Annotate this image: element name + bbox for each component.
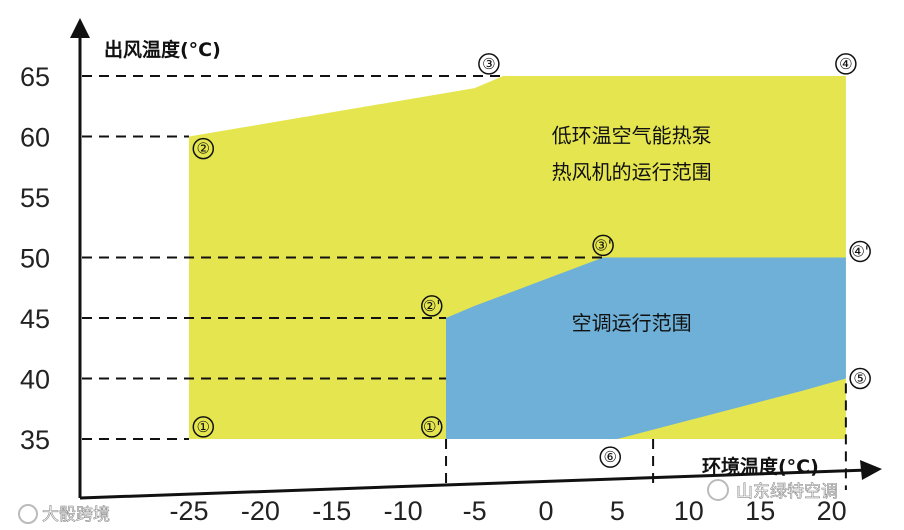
regions-layer	[189, 76, 846, 439]
marker-circle	[192, 416, 215, 438]
y-axis-label: 出风温度(°C)	[104, 38, 221, 61]
x-axis-arrow-icon	[860, 460, 882, 480]
x-tick-label: -25	[169, 496, 208, 526]
x-tick-label: 0	[538, 496, 553, 526]
marker-circle	[592, 234, 614, 257]
marker-label: ⑥	[604, 448, 617, 466]
marker-label: ②'	[423, 297, 441, 315]
marker-label: ②	[197, 140, 210, 158]
marker-label: ④	[839, 55, 852, 73]
marker-label: ⑤	[853, 370, 866, 388]
marker-label: ③	[482, 55, 495, 73]
marker-circle	[478, 53, 500, 75]
x-tick-label: 15	[745, 496, 775, 526]
marker-label: ①	[197, 418, 210, 436]
marker-circle	[849, 367, 871, 390]
logo-icon	[18, 504, 38, 524]
watermark-left: 大骰跨境	[18, 504, 110, 525]
wechat-icon	[707, 479, 729, 501]
y-tick-label: 65	[20, 62, 50, 92]
x-tick-label: -20	[241, 496, 280, 526]
x-tick-label: 20	[817, 496, 847, 526]
region-label-1: 低环温空气能热泵	[552, 124, 712, 148]
y-tick-label: 50	[20, 244, 50, 274]
y-tick-label: 55	[20, 183, 50, 213]
marker-label: ④'	[851, 242, 869, 260]
watermark-right: 山东绿特空调	[707, 479, 838, 502]
marker-circle	[421, 416, 443, 438]
y-tick-label: 45	[20, 304, 50, 334]
guide-lines-layer	[82, 75, 847, 490]
x-tick-label: 10	[674, 496, 704, 526]
x-tick-label: 5	[610, 496, 625, 526]
region-area-2	[446, 257, 846, 439]
x-axis	[79, 468, 869, 500]
region-label-1: 热风机的运行范围	[552, 160, 712, 184]
labels-layer: 出风温度(°C) 环境温度(°C)	[104, 38, 819, 478]
y-tick-label: 60	[20, 123, 50, 153]
x-axis-label: 环境温度(°C)	[702, 455, 819, 478]
markers-layer: ① ② ③ ④ ①' ②' ③' ④' ⑤ ⑥	[192, 53, 871, 468]
watermark-left-text: 大骰跨境	[42, 505, 110, 525]
marker-label: ③'	[594, 236, 612, 254]
marker-circle	[192, 137, 215, 160]
marker-circle	[599, 446, 622, 468]
tick-labels-layer: 35 40 45 50 55 60 65 -25 -20 -15 -10 -5 0 5 10 15 20	[20, 62, 847, 526]
x-tick-label: -5	[463, 496, 487, 526]
axes-layer	[70, 18, 882, 500]
y-axis-arrow-icon	[70, 18, 90, 38]
marker-label: ①'	[423, 418, 441, 436]
y-tick-label: 35	[20, 425, 50, 455]
x-tick-label: -10	[384, 496, 423, 526]
y-tick-label: 40	[20, 365, 50, 395]
x-tick-label: -15	[312, 496, 351, 526]
marker-circle	[849, 240, 871, 263]
marker-circle	[835, 53, 857, 75]
marker-circle	[421, 295, 443, 317]
region-label-2: 空调运行范围	[572, 311, 692, 335]
watermark-right-text: 山东绿特空调	[736, 482, 838, 502]
